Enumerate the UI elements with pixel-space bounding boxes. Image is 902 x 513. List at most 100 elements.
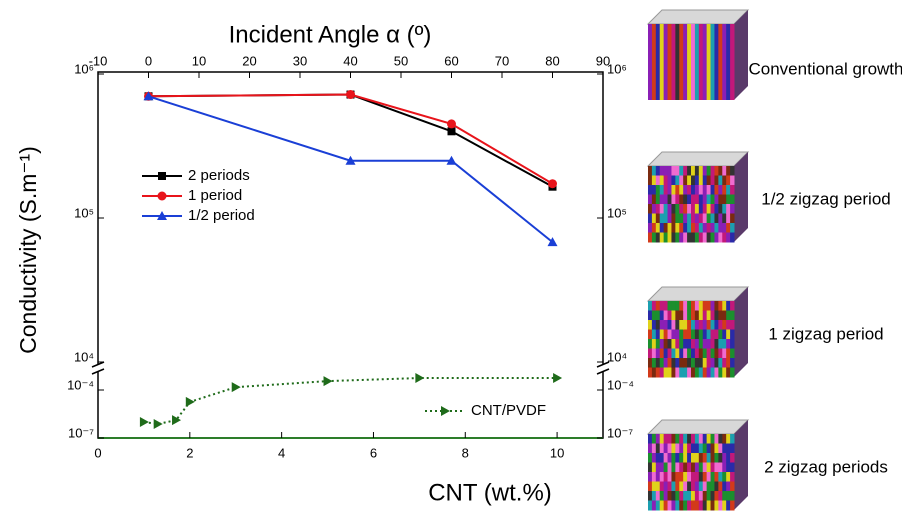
grain (659, 223, 665, 233)
grain (648, 348, 653, 359)
grain (698, 443, 704, 454)
grain (714, 434, 719, 444)
grain (726, 453, 731, 463)
grain (679, 301, 684, 311)
grain (714, 223, 719, 233)
grain (698, 310, 704, 321)
grain (655, 175, 661, 186)
grain (730, 320, 735, 330)
grain (671, 24, 676, 100)
grain (679, 443, 684, 454)
grain (730, 185, 735, 195)
axis-break (91, 361, 105, 368)
grain (710, 348, 715, 359)
grain (679, 367, 684, 378)
grain (663, 348, 669, 359)
grain (694, 320, 700, 330)
grain (710, 194, 715, 205)
grain (659, 204, 665, 214)
series-line (148, 93, 554, 185)
grain (702, 443, 708, 454)
grain (663, 310, 669, 321)
grain (691, 204, 696, 214)
grain (648, 358, 653, 368)
grain (651, 232, 657, 243)
grain (710, 472, 715, 482)
plot-frame (97, 71, 604, 439)
cube-image (646, 419, 750, 511)
grain (683, 185, 688, 195)
grain (726, 24, 731, 100)
grain (694, 175, 700, 186)
grain (694, 301, 700, 311)
grain (675, 491, 680, 501)
grain (655, 339, 661, 349)
grain (667, 491, 672, 501)
grain (655, 24, 661, 100)
marker (346, 90, 355, 100)
x-tick-label: 4 (278, 445, 285, 460)
grain (648, 367, 653, 378)
y-tick-label: 10⁻⁷ (68, 425, 94, 440)
grain (718, 358, 723, 368)
grain (663, 24, 669, 100)
grain (726, 194, 731, 205)
grain (675, 462, 680, 473)
grain (714, 194, 719, 205)
grain (671, 348, 676, 359)
grain (659, 481, 665, 492)
grain (659, 472, 665, 482)
grain (655, 329, 661, 340)
grain (706, 367, 712, 378)
grain (718, 166, 723, 176)
grain (679, 175, 684, 186)
grain (730, 166, 735, 176)
grain (698, 472, 704, 482)
grain (667, 310, 672, 321)
grain (659, 367, 665, 378)
grain (667, 453, 672, 463)
grain (698, 204, 704, 214)
grain (667, 481, 672, 492)
legend-marker (441, 406, 450, 416)
grain (651, 329, 657, 340)
panel-label: 2 zigzag periods (764, 457, 888, 476)
grain (671, 443, 676, 454)
grain (667, 472, 672, 482)
grain (718, 472, 723, 482)
x-tick-label: 70 (495, 53, 509, 68)
grain (730, 232, 735, 243)
grain (663, 358, 669, 368)
grain (702, 500, 708, 511)
grain (687, 204, 692, 214)
grain (671, 339, 676, 349)
grain (714, 339, 719, 349)
grain (683, 472, 688, 482)
grain (726, 185, 731, 195)
grain (714, 500, 719, 511)
grain (702, 301, 708, 311)
grain (714, 453, 719, 463)
grain (694, 166, 700, 176)
grain (718, 185, 723, 195)
legend-marker (158, 172, 166, 180)
grain (691, 472, 696, 482)
grain (706, 301, 712, 311)
grain (722, 434, 727, 444)
grain (706, 462, 712, 473)
grain (659, 185, 665, 195)
grain (679, 500, 684, 511)
grain (698, 213, 704, 224)
grain (651, 481, 657, 492)
grain (698, 185, 704, 195)
grain (663, 443, 669, 454)
grain (663, 223, 669, 233)
grain (730, 213, 735, 224)
grain (687, 358, 692, 368)
grain (726, 175, 731, 186)
grain (655, 358, 661, 368)
grain (714, 367, 719, 378)
grain (691, 339, 696, 349)
grain (671, 166, 676, 176)
grain (726, 223, 731, 233)
